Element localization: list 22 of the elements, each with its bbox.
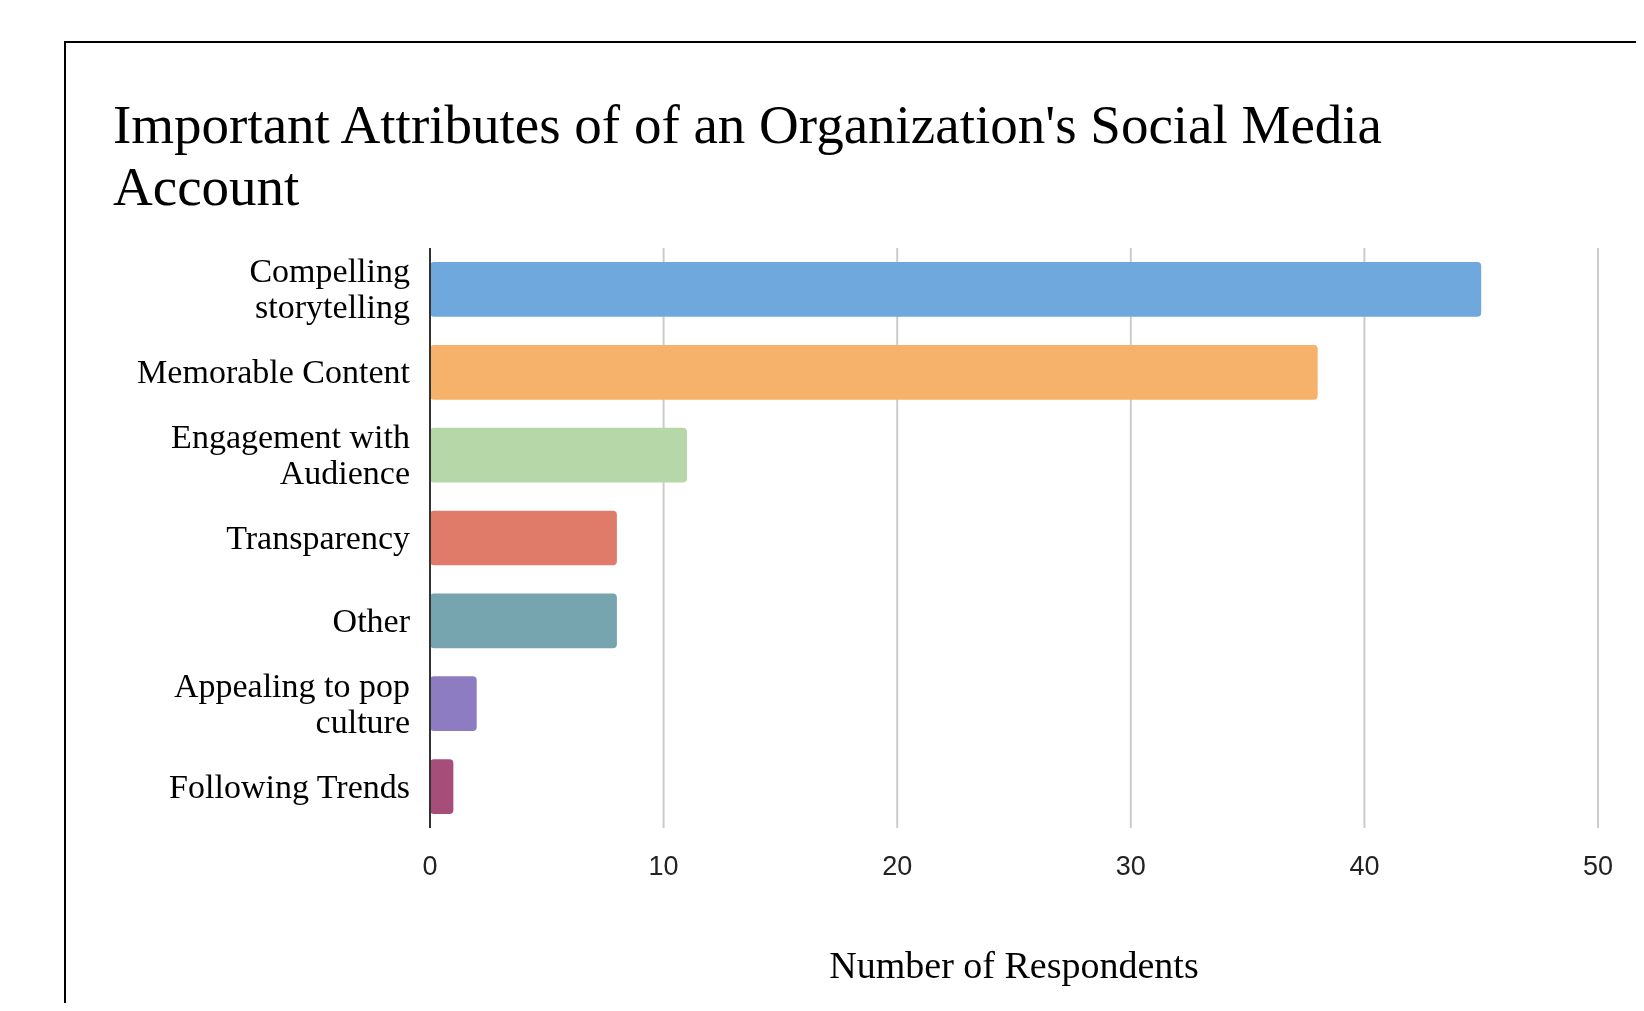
x-tick-label: 30 — [1115, 851, 1146, 881]
y-tick-label: Engagement with Audience — [171, 418, 410, 492]
y-tick-label: Transparency — [226, 519, 410, 556]
bar — [430, 262, 1482, 317]
bar — [430, 593, 617, 649]
y-tick-label: Other — [332, 601, 411, 639]
x-tick-label: 0 — [422, 851, 438, 881]
x-axis-title: Number of Respondents — [829, 944, 1199, 986]
bar — [430, 676, 477, 732]
bar — [430, 759, 454, 814]
bar — [430, 510, 617, 566]
x-tick-label: 40 — [1349, 851, 1380, 881]
x-tick-label: 10 — [648, 851, 679, 881]
bar — [430, 427, 687, 483]
y-tick-label: Memorable Content — [137, 353, 411, 391]
chart-title: Important Attributes of of an Organization's Social Media Account — [113, 94, 1383, 217]
x-tick-label: 50 — [1582, 851, 1614, 881]
y-tick-label: Appealing to pop culture — [173, 666, 410, 740]
x-tick-label: 20 — [882, 851, 913, 881]
y-tick-label: Compelling storytelling — [249, 252, 410, 326]
bar — [430, 344, 1318, 400]
y-tick-label: Following Trends — [169, 767, 410, 805]
